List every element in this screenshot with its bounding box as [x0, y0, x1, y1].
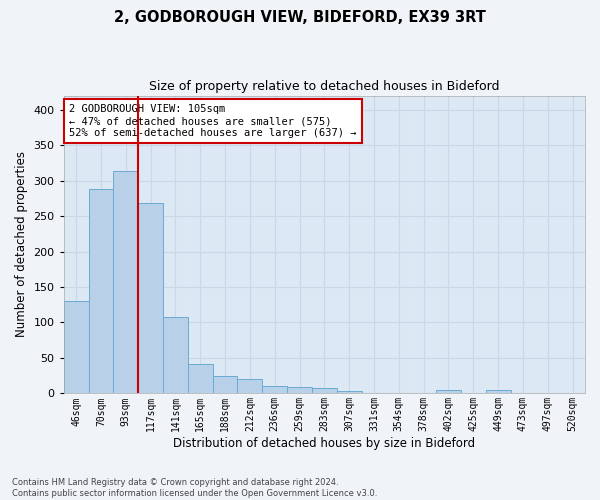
Bar [436, 390, 461, 394]
Bar [312, 388, 337, 394]
Bar [486, 390, 511, 394]
X-axis label: Distribution of detached houses by size in Bideford: Distribution of detached houses by size … [173, 437, 475, 450]
Y-axis label: Number of detached properties: Number of detached properties [15, 152, 28, 338]
Text: 2 GODBOROUGH VIEW: 105sqm
← 47% of detached houses are smaller (575)
52% of semi: 2 GODBOROUGH VIEW: 105sqm ← 47% of detac… [69, 104, 356, 138]
Bar [113, 172, 138, 394]
Bar [337, 390, 362, 394]
Bar [163, 317, 188, 394]
Text: 2, GODBOROUGH VIEW, BIDEFORD, EX39 3RT: 2, GODBOROUGH VIEW, BIDEFORD, EX39 3RT [114, 10, 486, 25]
Text: Contains HM Land Registry data © Crown copyright and database right 2024.
Contai: Contains HM Land Registry data © Crown c… [12, 478, 377, 498]
Bar [238, 378, 262, 394]
Bar [212, 376, 238, 394]
Bar [188, 364, 212, 394]
Bar [138, 204, 163, 394]
Bar [262, 386, 287, 394]
Bar [64, 301, 89, 394]
Bar [287, 387, 312, 394]
Bar [89, 189, 113, 394]
Title: Size of property relative to detached houses in Bideford: Size of property relative to detached ho… [149, 80, 500, 93]
